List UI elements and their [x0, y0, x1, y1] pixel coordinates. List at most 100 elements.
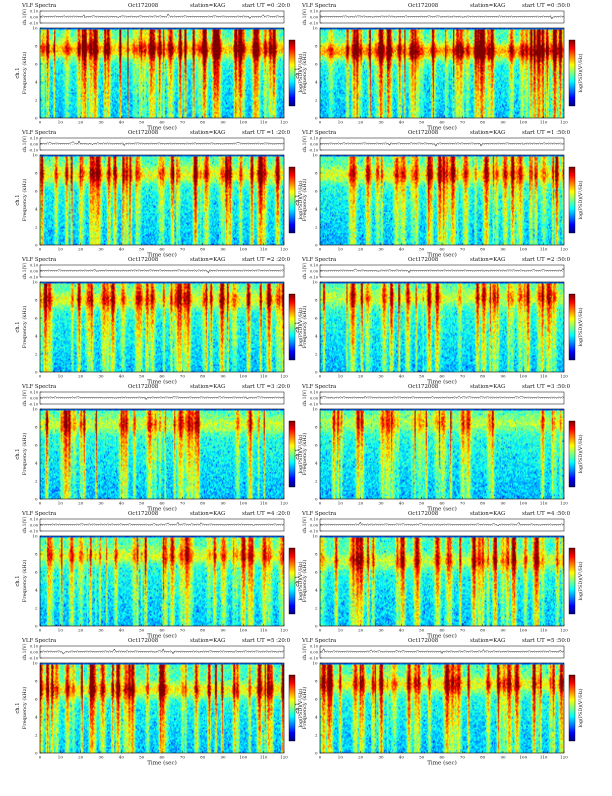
- x-tick-label: 20: [358, 247, 364, 252]
- x-tick-label: 30: [98, 374, 104, 379]
- panel-date: Oct172008: [408, 638, 439, 644]
- y-tick-label: 4: [315, 334, 318, 339]
- x-tick-label: 50: [139, 501, 145, 506]
- x-tick-label: 100: [240, 120, 248, 125]
- x-tick-label: 60: [159, 374, 165, 379]
- amplitude-axis-label: ch.1(V): [21, 262, 28, 279]
- y-tick-label: 8: [35, 44, 38, 49]
- colorbar-label: log(PSD)(V²/Hz): [577, 561, 584, 600]
- amplitude-tick-label: -0.10: [29, 276, 39, 280]
- panel-start-time: start UT =3 :20:0: [242, 384, 291, 390]
- y-tick-label: 2: [35, 733, 38, 738]
- colorbar-label: log(PSD)(V²/Hz): [577, 180, 584, 219]
- x-tick-label: 0: [39, 628, 42, 633]
- panel-date: Oct172008: [408, 384, 439, 390]
- spectrogram-image: [40, 663, 284, 753]
- x-tick-label: 70: [180, 374, 186, 379]
- x-tick-label: 70: [180, 755, 186, 760]
- x-tick-label: 0: [319, 501, 322, 506]
- x-tick-label: 30: [98, 120, 104, 125]
- spectrogram-image: [320, 663, 564, 753]
- channel-axis-label: ch.1: [15, 67, 21, 78]
- x-tick-label: 30: [98, 247, 104, 252]
- x-tick-label: 10: [338, 501, 344, 506]
- y-tick-label: 0: [35, 370, 38, 375]
- x-tick-label: 10: [58, 501, 64, 506]
- x-tick-label: 40: [119, 755, 125, 760]
- x-tick-label: 110: [260, 755, 268, 760]
- colorbar: [568, 547, 576, 615]
- x-tick-label: 20: [358, 755, 364, 760]
- panel-title: VLF Spectra: [21, 384, 57, 390]
- y-tick-label: 8: [315, 552, 318, 557]
- amplitude-tick-label: 0.00: [310, 16, 319, 20]
- frequency-axis-label: Frequency (kHz): [301, 687, 308, 730]
- y-tick-label: 2: [35, 606, 38, 611]
- panel-station: station=KAG: [470, 3, 505, 9]
- y-tick-label: 6: [315, 189, 318, 194]
- x-tick-label: 90: [220, 120, 226, 125]
- panel-start-time: start UT =5 :50:0: [522, 638, 571, 644]
- spectrogram-image: [40, 28, 284, 118]
- x-tick-label: 70: [460, 501, 466, 506]
- x-tick-label: 30: [378, 120, 384, 125]
- x-tick-label: 70: [460, 755, 466, 760]
- panel-station: station=KAG: [190, 257, 225, 263]
- x-axis-label: Time (sec): [427, 379, 457, 386]
- x-tick-label: 40: [399, 374, 405, 379]
- y-tick-label: 6: [35, 697, 38, 702]
- x-tick-label: 120: [560, 247, 568, 252]
- x-tick-label: 90: [220, 247, 226, 252]
- panel-title: VLF Spectra: [21, 257, 57, 263]
- panel-date: Oct172008: [128, 511, 159, 517]
- x-tick-label: 80: [480, 755, 486, 760]
- x-tick-label: 0: [319, 247, 322, 252]
- panel-title: VLF Spectra: [21, 638, 57, 644]
- amplitude-tick-label: 0.10: [30, 645, 39, 649]
- x-tick-label: 40: [399, 120, 405, 125]
- x-tick-label: 0: [39, 247, 42, 252]
- x-tick-label: 90: [500, 374, 506, 379]
- amplitude-tick-label: -0.10: [29, 149, 39, 153]
- x-tick-label: 10: [338, 120, 344, 125]
- channel-axis-label: ch.1: [295, 448, 301, 459]
- y-tick-label: 0: [315, 116, 318, 121]
- panel-station: station=KAG: [190, 638, 225, 644]
- amplitude-tick-label: 0.00: [30, 270, 39, 274]
- amplitude-frame: [319, 264, 565, 278]
- x-tick-label: 30: [98, 501, 104, 506]
- channel-axis-label: ch.1: [295, 194, 301, 205]
- y-tick-label: 10: [32, 26, 38, 31]
- panel-station: station=KAG: [470, 638, 505, 644]
- amplitude-trace: [319, 648, 565, 655]
- x-tick-label: 120: [280, 755, 288, 760]
- x-tick-label: 110: [540, 501, 548, 506]
- amplitude-trace: [39, 521, 285, 526]
- x-tick-label: 110: [540, 374, 548, 379]
- x-tick-label: 10: [58, 628, 64, 633]
- panel-12: VLF Spectra Oct172008 station=KAG start UT …: [295, 638, 584, 767]
- x-axis-label: Time (sec): [147, 633, 177, 640]
- x-tick-label: 50: [419, 501, 425, 506]
- amplitude-trace: [39, 269, 285, 274]
- x-tick-label: 110: [260, 374, 268, 379]
- spectrogram-image: [40, 409, 284, 499]
- panel-start-time: start UT =2 :20:0: [242, 257, 291, 263]
- x-tick-label: 30: [378, 501, 384, 506]
- y-tick-label: 6: [315, 697, 318, 702]
- x-tick-label: 0: [39, 374, 42, 379]
- y-tick-label: 0: [35, 751, 38, 756]
- y-tick-label: 4: [35, 80, 38, 85]
- x-tick-label: 100: [240, 628, 248, 633]
- x-tick-label: 120: [280, 247, 288, 252]
- amplitude-tick-label: -0.10: [309, 149, 319, 153]
- y-tick-label: 6: [35, 443, 38, 448]
- y-tick-label: 2: [315, 225, 318, 230]
- amplitude-axis-label: ch.1(V): [301, 643, 308, 660]
- amplitude-axis-label: ch.1(V): [21, 643, 28, 660]
- x-tick-label: 90: [500, 628, 506, 633]
- x-tick-label: 110: [540, 247, 548, 252]
- amplitude-axis-label: ch.1(V): [301, 8, 308, 25]
- x-tick-label: 70: [460, 247, 466, 252]
